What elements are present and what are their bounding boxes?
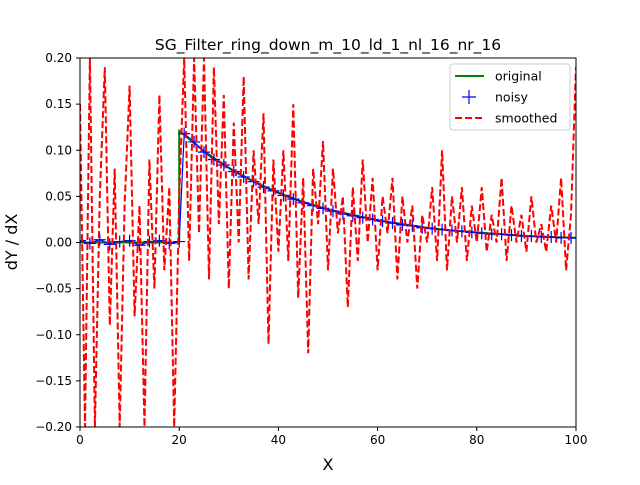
y-axis-ticks: −0.20 −0.15 −0.10 −0.05 0.00 0.05 0.10 0.15 0.20 <box>35 51 80 434</box>
x-tick-label: 40 <box>271 433 286 447</box>
data-point-noisy <box>217 159 230 172</box>
chart-title: SG_Filter_ring_down_m_10_ld_1_nl_16_nr_1… <box>155 36 501 55</box>
y-tick-label: −0.10 <box>35 328 72 342</box>
data-point-noisy <box>565 231 576 244</box>
legend-swatch-noisy <box>462 90 476 104</box>
x-tick-label: 80 <box>469 433 484 447</box>
y-tick-label: 0.00 <box>45 236 72 250</box>
x-tick-label: 20 <box>172 433 187 447</box>
y-tick-label: 0.20 <box>45 51 72 65</box>
y-tick-label: 0.05 <box>45 189 72 203</box>
y-tick-label: 0.10 <box>45 143 72 157</box>
data-point-noisy <box>346 209 359 222</box>
y-tick-label: −0.05 <box>35 282 72 296</box>
data-point-noisy <box>198 146 210 159</box>
legend-label-smoothed: smoothed <box>495 111 557 126</box>
y-tick-label: −0.15 <box>35 374 72 388</box>
data-point-noisy <box>143 235 156 248</box>
data-point-noisy <box>326 205 339 218</box>
legend: original noisy smoothed <box>449 63 571 131</box>
legend-label-original: original <box>495 69 542 84</box>
data-point-noisy <box>237 171 250 184</box>
data-point-noisy <box>455 225 468 238</box>
data-point-noisy <box>426 222 439 235</box>
data-point-noisy <box>406 219 419 232</box>
x-tick-label: 100 <box>565 433 588 447</box>
legend-box <box>449 63 571 131</box>
y-axis-label: dY / dX <box>2 214 21 271</box>
data-point-noisy <box>465 226 478 239</box>
data-point-noisy <box>83 237 96 250</box>
data-point-noisy <box>287 193 300 206</box>
data-point-noisy <box>366 213 379 226</box>
data-point-noisy <box>113 235 126 248</box>
data-point-noisy <box>188 135 201 148</box>
data-point-noisy <box>103 238 116 251</box>
data-point-noisy <box>178 127 191 140</box>
data-point-noisy <box>247 175 260 188</box>
y-tick-label: 0.15 <box>45 97 72 111</box>
y-tick-label: −0.20 <box>35 420 72 434</box>
data-point-noisy <box>227 165 240 178</box>
x-tick-label: 60 <box>370 433 385 447</box>
data-point-noisy <box>277 189 290 202</box>
plot-series-group <box>80 58 576 427</box>
data-point-noisy <box>80 234 86 247</box>
series-line-smoothed <box>80 58 576 427</box>
x-axis-label: X <box>323 455 334 474</box>
data-point-noisy <box>207 153 220 166</box>
x-axis-ticks: 0 20 40 60 80 100 <box>76 427 587 447</box>
legend-label-noisy: noisy <box>495 90 529 105</box>
data-point-noisy <box>317 202 330 215</box>
x-tick-label: 0 <box>76 433 84 447</box>
data-point-noisy <box>505 229 518 242</box>
